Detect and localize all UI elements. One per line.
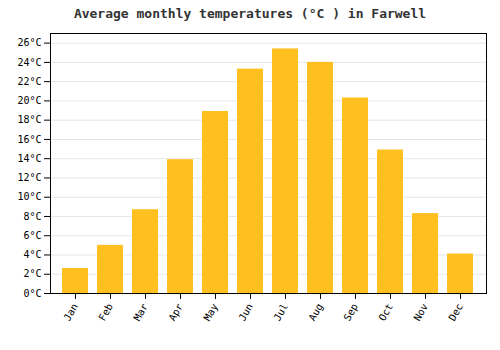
svg-text:8°C: 8°C (23, 211, 41, 222)
svg-text:14°C: 14°C (17, 153, 41, 164)
svg-text:Aug: Aug (306, 302, 325, 323)
svg-text:4°C: 4°C (23, 249, 41, 260)
svg-text:Dec: Dec (446, 302, 465, 323)
svg-text:Nov: Nov (411, 302, 430, 323)
svg-text:Jun: Jun (236, 302, 255, 323)
svg-text:May: May (201, 302, 220, 323)
svg-text:12°C: 12°C (17, 172, 41, 183)
svg-text:Sep: Sep (341, 302, 360, 323)
svg-text:Mar: Mar (131, 302, 150, 323)
svg-text:16°C: 16°C (17, 134, 41, 145)
svg-text:2°C: 2°C (23, 268, 41, 279)
html-text:Average monthly temperatures (: Average monthly temperatures (°C ) in Fa… (73, 6, 427, 21)
svg-text:18°C: 18°C (17, 114, 41, 125)
svg-text:26°C: 26°C (17, 37, 41, 48)
svg-text:Jul: Jul (271, 302, 290, 323)
svg-text:Feb: Feb (96, 302, 115, 323)
svg-text:20°C: 20°C (17, 95, 41, 106)
svg-text:0°C: 0°C (23, 288, 41, 299)
svg-text:Oct: Oct (376, 302, 395, 323)
svg-text:22°C: 22°C (17, 76, 41, 87)
svg-text:6°C: 6°C (23, 230, 41, 241)
svg-text:10°C: 10°C (17, 191, 41, 202)
svg-text:24°C: 24°C (17, 57, 41, 68)
svg-text:Jan: Jan (61, 302, 80, 323)
svg-text:Apr: Apr (166, 302, 185, 323)
